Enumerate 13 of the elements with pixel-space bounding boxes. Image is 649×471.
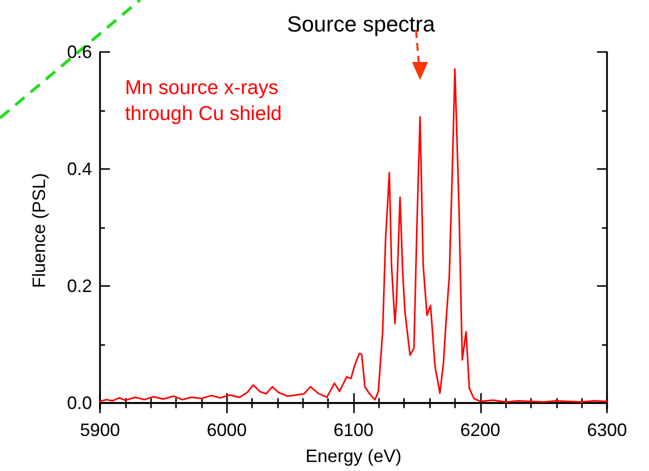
y-tick-label: 0.2 <box>66 276 92 296</box>
y-tick-label: 0.4 <box>66 159 92 180</box>
y-tick-label: 0.0 <box>66 393 92 414</box>
x-tick-label: 6200 <box>460 420 500 440</box>
x-tick-label: 6300 <box>586 420 628 440</box>
annotation: Mn source x-rays through Cu shield <box>125 77 282 125</box>
x-tick-label: 6000 <box>206 420 247 440</box>
x-tick-label: 6100 <box>333 420 374 440</box>
x-tick-label: 5900 <box>80 420 120 440</box>
x-axis-title: Energy (eV) <box>305 446 402 466</box>
y-axis-title: Fluence (PSL) <box>29 172 49 288</box>
chart-title: Source spectra <box>287 12 436 36</box>
y-tick-label: 0.6 <box>66 42 92 62</box>
